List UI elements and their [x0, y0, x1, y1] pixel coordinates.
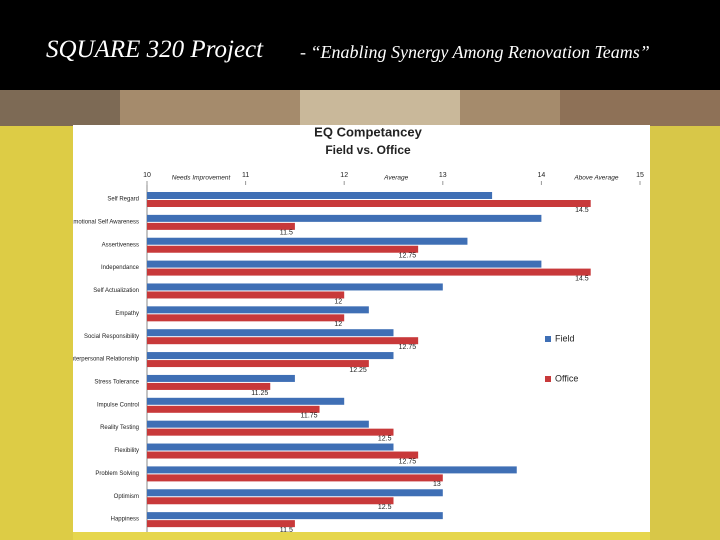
- y-tick-label: Reality Testing: [100, 425, 139, 431]
- bar: [147, 337, 419, 345]
- data-label: 14.5: [575, 207, 589, 214]
- bar: [147, 237, 468, 245]
- annotation: Above Average: [573, 175, 618, 182]
- header: SQUARE 320 Project - “Enabling Synergy A…: [0, 0, 720, 90]
- slide-subtitle: - “Enabling Synergy Among Renovation Tea…: [300, 42, 650, 62]
- data-label: 13: [433, 481, 441, 488]
- bar: [147, 420, 369, 428]
- bar: [147, 474, 443, 482]
- x-tick-label: 10: [143, 172, 151, 179]
- legend-swatch: [545, 336, 551, 342]
- x-tick-label: 12: [340, 172, 348, 179]
- y-tick-label: Happiness: [111, 517, 139, 523]
- data-label: 11.5: [280, 527, 293, 532]
- y-tick-label: Self Regard: [107, 197, 139, 203]
- y-tick-label: Interpersonal Relationship: [73, 357, 140, 363]
- bar: [147, 466, 517, 474]
- y-tick-label: Stress Tolerance: [94, 380, 139, 386]
- data-label: 11.75: [301, 413, 318, 420]
- data-label: 14.5: [575, 275, 589, 282]
- bar: [147, 222, 295, 230]
- data-label: 12: [334, 298, 342, 305]
- y-tick-label: Self Actualization: [93, 288, 139, 294]
- bar: [147, 314, 345, 322]
- bar: [147, 512, 443, 520]
- bar: [147, 451, 419, 459]
- data-label: 12.75: [399, 458, 417, 465]
- bar: [147, 443, 394, 451]
- legend-swatch: [545, 376, 551, 382]
- bar: [147, 428, 394, 436]
- data-label: 12: [334, 321, 342, 328]
- bar: [147, 260, 542, 268]
- bar: [147, 268, 591, 276]
- annotation: Average: [383, 175, 408, 182]
- photo-strip: [0, 90, 720, 540]
- y-tick-label: Flexibility: [114, 448, 139, 454]
- annotation: Needs Improvement: [172, 175, 232, 182]
- x-tick-label: 15: [636, 172, 644, 179]
- y-tick-label: Independance: [101, 265, 140, 271]
- y-tick-label: Optimism: [114, 494, 139, 500]
- bar: [147, 352, 394, 360]
- data-label: 12.5: [378, 436, 392, 443]
- data-label: 12.75: [399, 344, 417, 351]
- bar: [147, 245, 419, 253]
- data-label: 12.5: [378, 504, 392, 511]
- x-tick-label: 11: [242, 172, 249, 179]
- legend-label: Field: [555, 333, 575, 343]
- bar: [147, 382, 271, 390]
- y-tick-label: Assertiveness: [102, 242, 139, 248]
- bar: [147, 360, 369, 368]
- y-tick-label: Social Responsibility: [84, 334, 139, 340]
- x-tick-label: 14: [538, 172, 546, 179]
- chart-title: EQ Competancey: [314, 125, 422, 139]
- data-label: 11.25: [251, 390, 268, 397]
- bar: [147, 520, 295, 528]
- data-label: 11.5: [280, 230, 293, 237]
- bar: [147, 329, 394, 337]
- chart-subtitle: Field vs. Office: [325, 143, 411, 157]
- bar: [147, 306, 369, 314]
- bar: [147, 405, 320, 413]
- chart: EQ Competancey Field vs. Office 10 11 12 13…: [73, 125, 650, 532]
- bar: [147, 374, 295, 382]
- bar: [147, 497, 394, 505]
- slide-title: SQUARE 320 Project: [46, 36, 264, 63]
- bar: [147, 200, 591, 207]
- y-tick-label: Impulse Control: [97, 402, 139, 408]
- y-tick-label: Problem Solving: [95, 471, 139, 477]
- bar: [147, 283, 443, 291]
- bar: [147, 489, 443, 497]
- data-label: 12.25: [349, 367, 367, 374]
- bar: [147, 291, 345, 299]
- bar: [147, 192, 493, 199]
- x-tick-label: 13: [439, 172, 447, 179]
- data-label: 12.75: [399, 253, 417, 260]
- y-tick-label: Emotional Self Awareness: [73, 219, 139, 225]
- y-tick-label: Empathy: [115, 311, 139, 317]
- bar: [147, 214, 542, 222]
- bar: [147, 397, 345, 405]
- legend-label: Office: [555, 373, 578, 383]
